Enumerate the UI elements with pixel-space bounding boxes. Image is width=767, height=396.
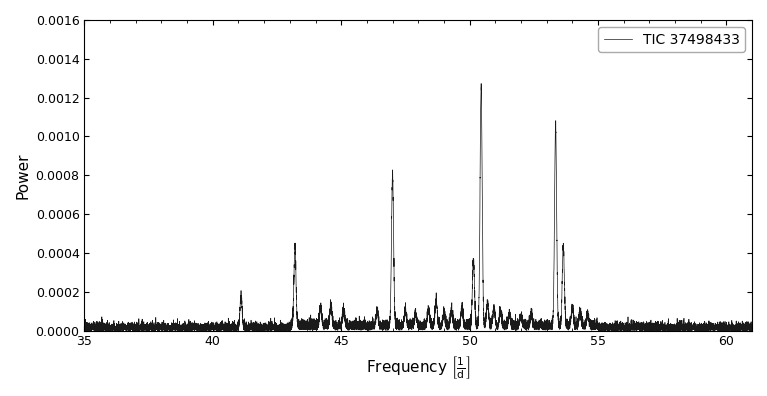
Line: TIC 37498433: TIC 37498433 (84, 84, 752, 331)
TIC 37498433 (380, 324, 389, 328)
TIC 37498433 (506, 317, 515, 322)
TIC 37498433 (679, 326, 688, 331)
Legend: TIC 37498433: TIC 37498433 (598, 27, 745, 52)
TIC 37498433 (739, 326, 748, 331)
TIC 37498433 (747, 322, 756, 327)
X-axis label: Frequency $\left[\frac{1}{\mathrm{d}}\right]$: Frequency $\left[\frac{1}{\mathrm{d}}\ri… (366, 354, 470, 381)
TIC 37498433 (80, 327, 89, 332)
TIC 37498433 (746, 325, 755, 329)
TIC 37498433 (282, 328, 291, 333)
TIC 37498433 (476, 81, 486, 86)
TIC 37498433 (660, 326, 669, 331)
Y-axis label: Power: Power (15, 152, 30, 198)
